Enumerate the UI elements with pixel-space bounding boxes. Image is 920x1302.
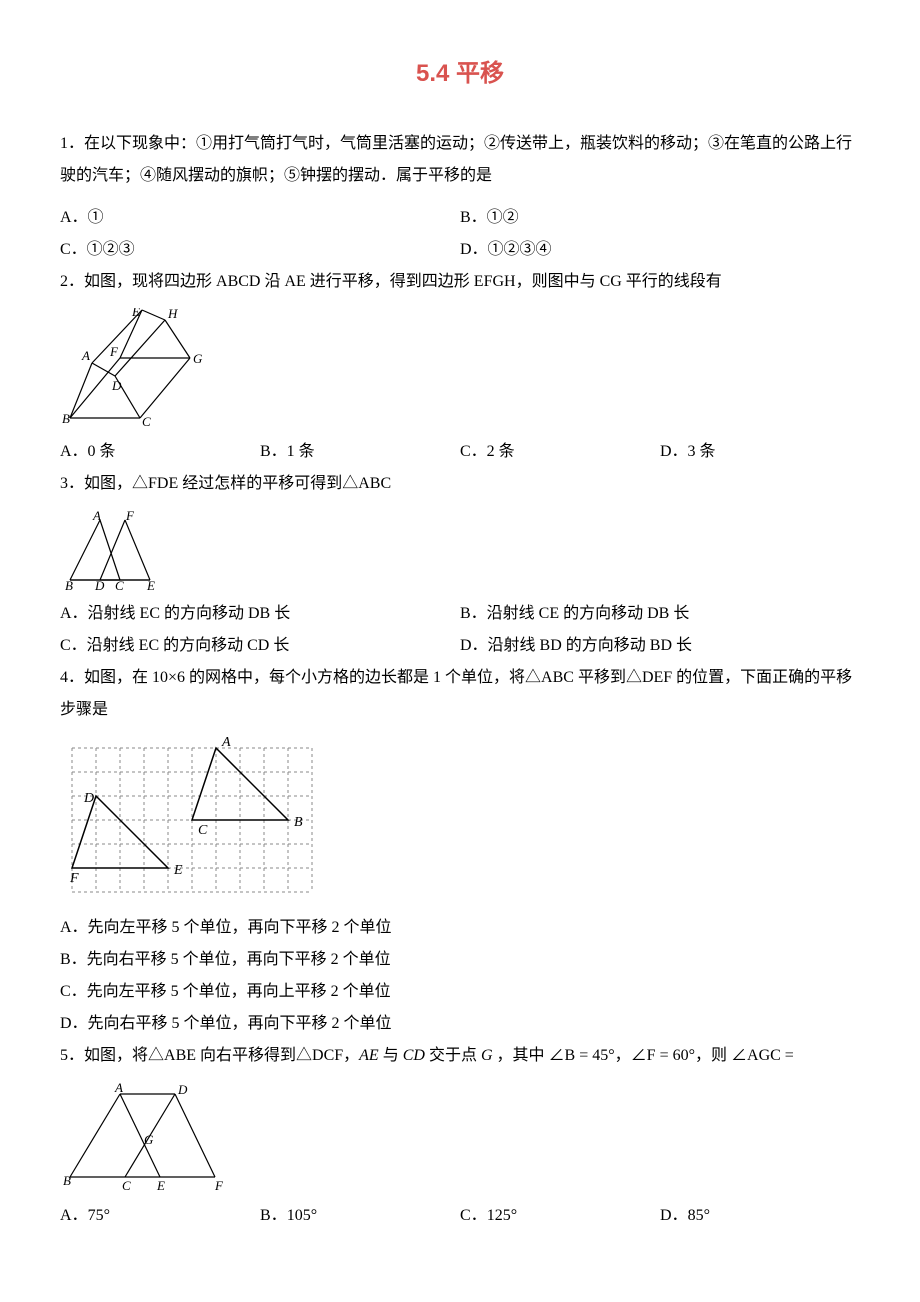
page-title: 5.4 平移 xyxy=(60,50,860,98)
svg-text:A: A xyxy=(221,736,231,750)
q1-num: 1． xyxy=(60,135,84,152)
svg-text:A: A xyxy=(92,510,101,523)
q5-math3: G xyxy=(481,1047,493,1064)
q2-figure: B C D A F G H E xyxy=(60,308,860,428)
q5-math4: ∠B = 45° xyxy=(549,1047,615,1064)
question-1: 1．在以下现象中：①用打气筒打气时，气筒里活塞的运动；②传送带上，瓶装饮料的移动… xyxy=(60,128,860,192)
svg-text:G: G xyxy=(144,1132,154,1147)
q2-optA: A．0 条 xyxy=(60,436,260,468)
q4-num: 4． xyxy=(60,669,84,686)
svg-text:H: H xyxy=(167,308,178,321)
q4-optB: B．先向右平移 5 个单位，再向下平移 2 个单位 xyxy=(60,944,860,976)
svg-text:D: D xyxy=(177,1082,188,1097)
q3-options: A．沿射线 EC 的方向移动 DB 长 B．沿射线 CE 的方向移动 DB 长 … xyxy=(60,598,860,662)
svg-text:B: B xyxy=(65,578,73,590)
svg-text:C: C xyxy=(142,414,151,428)
q2-num: 2． xyxy=(60,273,84,290)
question-3: 3．如图，△FDE 经过怎样的平移可得到△ABC xyxy=(60,468,860,500)
q2-optC: C．2 条 xyxy=(460,436,660,468)
q5-figure: B C E F A D G xyxy=(60,1082,860,1192)
question-2: 2．如图，现将四边形 ABCD 沿 AE 进行平移，得到四边形 EFGH，则图中… xyxy=(60,266,860,298)
svg-text:B: B xyxy=(62,411,70,426)
svg-text:A: A xyxy=(114,1082,123,1095)
q1-optC: C．①②③ xyxy=(60,234,460,266)
q1-text: 在以下现象中：①用打气筒打气时，气筒里活塞的运动；②传送带上，瓶装饮料的移动；③… xyxy=(60,135,852,184)
q5-optB: B．105° xyxy=(260,1200,460,1232)
q5-mid2: 交于点 xyxy=(425,1047,481,1064)
svg-text:G: G xyxy=(193,351,203,366)
svg-text:E: E xyxy=(131,308,140,319)
q3-optA: A．沿射线 EC 的方向移动 DB 长 xyxy=(60,598,460,630)
q1-optA: A．① xyxy=(60,202,460,234)
q1-optD: D．①②③④ xyxy=(460,234,860,266)
q5-options: A．75° B．105° C．125° D．85° xyxy=(60,1200,860,1232)
svg-text:A: A xyxy=(81,348,90,363)
q3-optC: C．沿射线 EC 的方向移动 CD 长 xyxy=(60,630,460,662)
svg-text:E: E xyxy=(156,1178,165,1192)
svg-text:E: E xyxy=(173,863,183,878)
q4-text: 如图，在 10×6 的网格中，每个小方格的边长都是 1 个单位，将△ABC 平移… xyxy=(60,669,852,718)
svg-text:E: E xyxy=(146,578,155,590)
question-4: 4．如图，在 10×6 的网格中，每个小方格的边长都是 1 个单位，将△ABC … xyxy=(60,662,860,726)
q5-math2: CD xyxy=(403,1047,425,1064)
q5-math1: AE xyxy=(359,1047,379,1064)
q4-optD: D．先向右平移 5 个单位，再向下平移 2 个单位 xyxy=(60,1008,860,1040)
q1-optB: B．①② xyxy=(460,202,860,234)
q5-optC: C．125° xyxy=(460,1200,660,1232)
q5-math5: ∠F = 60° xyxy=(631,1047,695,1064)
q2-options: A．0 条 B．1 条 C．2 条 D．3 条 xyxy=(60,436,860,468)
svg-text:D: D xyxy=(83,791,94,806)
svg-text:C: C xyxy=(122,1178,131,1192)
q3-optB: B．沿射线 CE 的方向移动 DB 长 xyxy=(460,598,860,630)
q1-options: A．① B．①② C．①②③ D．①②③④ xyxy=(60,202,860,266)
q2-text: 如图，现将四边形 ABCD 沿 AE 进行平移，得到四边形 EFGH，则图中与 … xyxy=(84,273,722,290)
q5-text-before: 如图，将△ABE 向右平移得到△DCF， xyxy=(84,1047,359,1064)
svg-text:B: B xyxy=(294,815,303,830)
q2-optB: B．1 条 xyxy=(260,436,460,468)
svg-text:C: C xyxy=(198,823,208,838)
q4-options: A．先向左平移 5 个单位，再向下平移 2 个单位 B．先向右平移 5 个单位，… xyxy=(60,912,860,1040)
q3-num: 3． xyxy=(60,475,84,492)
svg-text:F: F xyxy=(109,344,119,359)
q4-optC: C．先向左平移 5 个单位，再向上平移 2 个单位 xyxy=(60,976,860,1008)
q3-optD: D．沿射线 BD 的方向移动 BD 长 xyxy=(460,630,860,662)
svg-text:F: F xyxy=(69,871,79,886)
q4-figure: A C B D F E xyxy=(60,736,860,904)
q5-optA: A．75° xyxy=(60,1200,260,1232)
svg-text:F: F xyxy=(125,510,135,523)
q5-mid5: ，则 xyxy=(695,1047,731,1064)
svg-text:D: D xyxy=(94,578,105,590)
question-5: 5．如图，将△ABE 向右平移得到△DCF，AE 与 CD 交于点 G ，其中 … xyxy=(60,1040,860,1072)
q3-figure: B DC E A F xyxy=(60,510,860,590)
q5-mid4: ， xyxy=(615,1047,631,1064)
svg-text:C: C xyxy=(115,578,124,590)
q5-num: 5． xyxy=(60,1047,84,1064)
q5-optD: D．85° xyxy=(660,1200,860,1232)
svg-text:B: B xyxy=(63,1173,71,1188)
q5-mid1: 与 xyxy=(379,1047,403,1064)
q5-mid3: ，其中 xyxy=(493,1047,549,1064)
svg-text:F: F xyxy=(214,1178,224,1192)
q4-optA: A．先向左平移 5 个单位，再向下平移 2 个单位 xyxy=(60,912,860,944)
svg-text:D: D xyxy=(111,378,122,393)
q3-text: 如图，△FDE 经过怎样的平移可得到△ABC xyxy=(84,475,391,492)
q2-optD: D．3 条 xyxy=(660,436,860,468)
q5-math6: ∠AGC = xyxy=(731,1047,794,1064)
